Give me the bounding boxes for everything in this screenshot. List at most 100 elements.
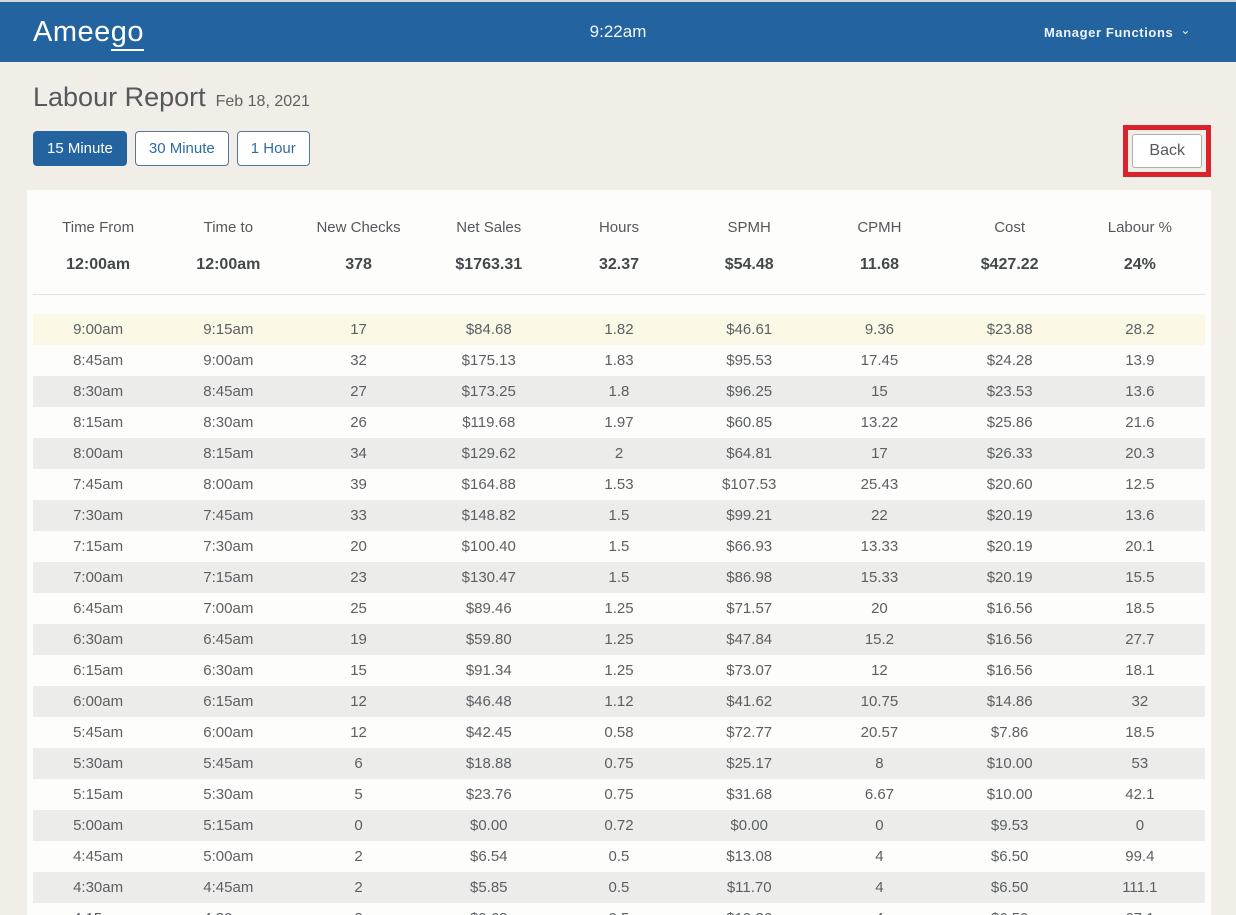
table-cell: 1.5 bbox=[554, 507, 684, 524]
table-cell: 1.12 bbox=[554, 693, 684, 710]
table-cell: 5:15am bbox=[33, 786, 163, 803]
table-cell: 15.2 bbox=[814, 631, 944, 648]
table-cell: $96.25 bbox=[684, 383, 814, 400]
table-cell: 4:45am bbox=[33, 848, 163, 865]
table-cell: $64.81 bbox=[684, 445, 814, 462]
table-row: 7:30am7:45am33$148.821.5$99.2122$20.1913… bbox=[33, 500, 1205, 531]
table-cell: $6.54 bbox=[424, 848, 554, 865]
table-cell: 6 bbox=[293, 755, 423, 772]
table-cell: $25.86 bbox=[945, 414, 1075, 431]
table-cell: 13.33 bbox=[814, 538, 944, 555]
table-cell: $59.80 bbox=[424, 631, 554, 648]
table-cell: $20.60 bbox=[945, 476, 1075, 493]
table-cell: 15 bbox=[293, 662, 423, 679]
table-cell: $99.21 bbox=[684, 507, 814, 524]
table-cell: 9:15am bbox=[163, 321, 293, 338]
page-heading: Labour Report Feb 18, 2021 bbox=[33, 82, 1203, 113]
manager-functions-label: Manager Functions bbox=[1044, 25, 1173, 40]
table-cell: $19.36 bbox=[684, 910, 814, 915]
tab-1-hour[interactable]: 1 Hour bbox=[237, 131, 310, 166]
table-cell: 6:00am bbox=[33, 693, 163, 710]
table-cell: 39 bbox=[293, 476, 423, 493]
table-cell: $9.68 bbox=[424, 910, 554, 915]
table-cell: $18.88 bbox=[424, 755, 554, 772]
table-cell: $10.00 bbox=[945, 755, 1075, 772]
table-cell: 7:45am bbox=[33, 476, 163, 493]
table-cell: $16.56 bbox=[945, 600, 1075, 617]
table-cell: 6.67 bbox=[814, 786, 944, 803]
header-divider bbox=[33, 294, 1205, 295]
page-title: Labour Report bbox=[33, 82, 206, 113]
table-cell: 0 bbox=[293, 817, 423, 834]
table-cell: $9.53 bbox=[945, 817, 1075, 834]
tab-15-minute[interactable]: 15 Minute bbox=[33, 131, 127, 166]
table-cell: 7:30am bbox=[163, 538, 293, 555]
brand-text-underlined: go bbox=[111, 16, 144, 51]
table-cell: 17 bbox=[814, 445, 944, 462]
table-row: 6:45am7:00am25$89.461.25$71.5720$16.5618… bbox=[33, 593, 1205, 624]
report-date: Feb 18, 2021 bbox=[216, 93, 310, 111]
table-cell: 8:45am bbox=[163, 383, 293, 400]
table-cell: 25 bbox=[293, 600, 423, 617]
table-cell: $89.46 bbox=[424, 600, 554, 617]
table-cell: $20.19 bbox=[945, 538, 1075, 555]
current-time: 9:22am bbox=[590, 22, 647, 42]
table-cell: $31.68 bbox=[684, 786, 814, 803]
table-cell: 8:15am bbox=[33, 414, 163, 431]
ameego-logo[interactable]: Ameego bbox=[33, 16, 144, 49]
summary-cell: $54.48 bbox=[684, 256, 814, 274]
table-cell: $16.56 bbox=[945, 662, 1075, 679]
table-row: 5:15am5:30am5$23.760.75$31.686.67$10.004… bbox=[33, 779, 1205, 810]
table-cell: $6.50 bbox=[945, 879, 1075, 896]
table-cell: $23.76 bbox=[424, 786, 554, 803]
table-cell: 6:30am bbox=[33, 631, 163, 648]
table-cell: 13.9 bbox=[1075, 352, 1205, 369]
table-cell: 1.53 bbox=[554, 476, 684, 493]
table-cell: 8:30am bbox=[163, 414, 293, 431]
summary-cell: 24% bbox=[1075, 256, 1205, 274]
table-cell: $5.85 bbox=[424, 879, 554, 896]
table-cell: $25.17 bbox=[684, 755, 814, 772]
table-cell: 5:00am bbox=[163, 848, 293, 865]
table-row: 8:15am8:30am26$119.681.97$60.8513.22$25.… bbox=[33, 407, 1205, 438]
table-cell: 0.5 bbox=[554, 910, 684, 915]
table-cell: 15 bbox=[814, 383, 944, 400]
column-header: Time to bbox=[163, 219, 293, 236]
toolbar: 15 Minute 30 Minute 1 Hour Back bbox=[33, 131, 1211, 177]
table-cell: 0.75 bbox=[554, 786, 684, 803]
table-cell: 22 bbox=[814, 507, 944, 524]
table-cell: 1.83 bbox=[554, 352, 684, 369]
table-cell: $24.28 bbox=[945, 352, 1075, 369]
table-cell: 25.43 bbox=[814, 476, 944, 493]
table-cell: 99.4 bbox=[1075, 848, 1205, 865]
manager-functions-menu[interactable]: Manager Functions ⌄ bbox=[1044, 25, 1191, 40]
table-cell: $6.50 bbox=[945, 910, 1075, 915]
table-row: 7:00am7:15am23$130.471.5$86.9815.33$20.1… bbox=[33, 562, 1205, 593]
table-cell: 0 bbox=[1075, 817, 1205, 834]
table-cell: $175.13 bbox=[424, 352, 554, 369]
table-cell: 8:00am bbox=[33, 445, 163, 462]
table-cell: 6:15am bbox=[163, 693, 293, 710]
table-cell: 9:00am bbox=[33, 321, 163, 338]
table-cell: 7:30am bbox=[33, 507, 163, 524]
table-cell: 12 bbox=[293, 724, 423, 741]
table-cell: 18.5 bbox=[1075, 600, 1205, 617]
table-header-row: Time FromTime toNew ChecksNet SalesHours… bbox=[33, 196, 1205, 244]
table-cell: 8:30am bbox=[33, 383, 163, 400]
table-cell: $13.08 bbox=[684, 848, 814, 865]
table-cell: 9.36 bbox=[814, 321, 944, 338]
table-cell: 1.82 bbox=[554, 321, 684, 338]
labour-report-table: Time FromTime toNew ChecksNet SalesHours… bbox=[27, 190, 1211, 915]
table-cell: 5:45am bbox=[163, 755, 293, 772]
table-cell: $107.53 bbox=[684, 476, 814, 493]
table-cell: 53 bbox=[1075, 755, 1205, 772]
table-cell: 13.6 bbox=[1075, 383, 1205, 400]
table-cell: 18.5 bbox=[1075, 724, 1205, 741]
table-cell: 20.1 bbox=[1075, 538, 1205, 555]
table-cell: $86.98 bbox=[684, 569, 814, 586]
table-cell: $47.84 bbox=[684, 631, 814, 648]
table-row: 5:00am5:15am0$0.000.72$0.000$9.530 bbox=[33, 810, 1205, 841]
back-button[interactable]: Back bbox=[1132, 134, 1202, 168]
tab-30-minute[interactable]: 30 Minute bbox=[135, 131, 229, 166]
table-row: 5:30am5:45am6$18.880.75$25.178$10.0053 bbox=[33, 748, 1205, 779]
